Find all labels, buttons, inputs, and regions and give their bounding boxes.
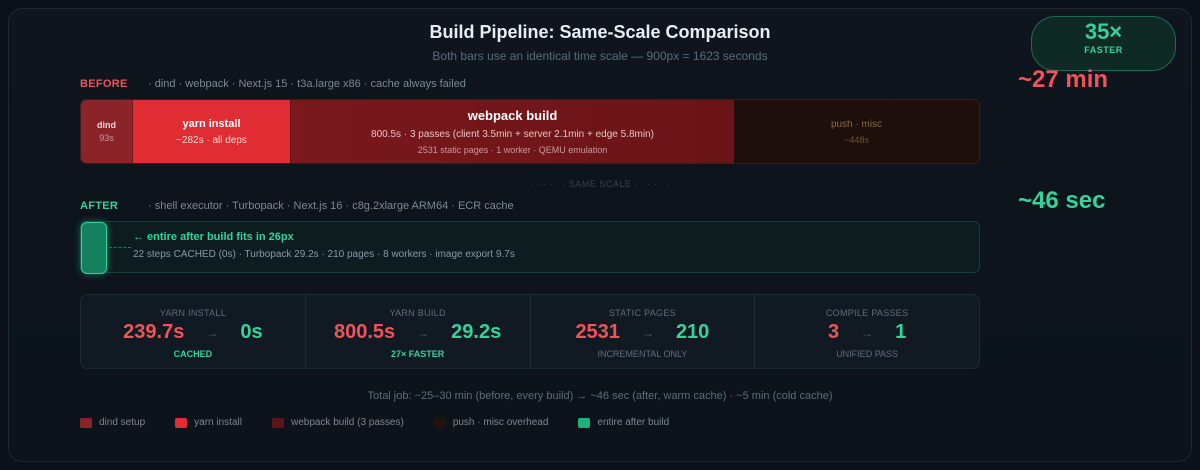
stat-after-value: 210 [675,321,710,343]
stat-after-value: 0s [240,321,263,343]
after-sub-annotation: 22 steps CACHED (0s) · Turbopack 29.2s ·… [133,249,515,260]
stat-static-pages: STATIC PAGES 2531 → 210 INCREMENTAL ONLY [531,295,756,368]
legend-label: yarn install [194,417,242,428]
segment-yarn-title: yarn install [182,117,241,130]
before-timeline-bar: dind 93s yarn install ~282s · all deps w… [80,99,980,164]
stat-note: UNIFIED PASS [836,349,899,359]
segment-webpack-sub: 2531 static pages · 1 worker · QEMU emul… [417,145,608,155]
legend-item-webpack: webpack build (3 passes) [271,417,404,428]
after-build-fill [81,222,107,274]
stat-note: CACHED [173,349,213,359]
arrow-right-icon: → [206,325,219,340]
stat-compile-passes: COMPILE PASSES 3 → 1 UNIFIED PASS [755,295,979,368]
legend-item-push: push · misc overhead [433,417,549,428]
arrow-right-icon: → [641,325,654,340]
after-timeline-bar: ← entire after build fits in 26px 22 ste… [80,221,980,274]
after-connector-line [109,247,131,248]
before-label: BEFORE [80,78,128,90]
after-main-annotation: ← entire after build fits in 26px [133,231,294,243]
arrow-right-icon: → [417,325,430,340]
legend-label: entire after build [597,417,670,428]
stat-label: YARN BUILD [389,308,446,318]
stat-label: YARN INSTALL [159,308,227,318]
legend-swatch [80,417,92,428]
stat-yarn-build: YARN BUILD 800.5s → 29.2s 27× FASTER [306,295,531,368]
legend-item-after: entire after build [578,417,669,428]
legend-swatch [433,417,446,428]
speedup-value: 35× [1084,19,1123,44]
before-description: · dind · webpack · Next.js 15 · t3a.larg… [148,78,466,90]
legend-swatch [175,417,188,428]
legend-swatch [271,417,284,428]
same-scale-divider: · · · · · · SAME SCALE · · · · · · [529,179,671,189]
before-total-time: ~27 min [1018,66,1109,93]
page-subtitle: Both bars use an identical time scale — … [432,49,768,63]
stat-note: INCREMENTAL ONLY [597,349,688,359]
segment-dind-time: 93s [99,133,114,143]
segment-yarn-detail: ~282s · all deps [176,134,247,146]
legend: dind setup yarn install webpack build (3… [80,417,699,428]
stats-panel: YARN INSTALL 239.7s → 0s CACHED YARN BUI… [80,294,980,369]
stat-note: 27× FASTER [390,349,445,359]
after-label: AFTER [80,200,119,212]
stat-after-value: 29.2s [451,321,502,343]
segment-dind: dind 93s [81,100,133,163]
after-total-time: ~46 sec [1018,187,1106,214]
segment-push-misc: push · misc ~448s [734,100,979,163]
segment-push-time: ~448s [844,134,869,145]
legend-label: dind setup [99,417,146,428]
segment-webpack-build: webpack build 800.5s · 3 passes (client … [290,100,734,163]
after-description: · shell executor · Turbopack · Next.js 1… [148,200,514,212]
stat-label: COMPILE PASSES [825,308,909,318]
stat-label: STATIC PAGES [608,308,676,318]
stat-before-value: 800.5s [334,321,396,343]
speedup-label: FASTER [1084,45,1123,55]
total-job-summary: Total job: ~25–30 min (before, every bui… [367,390,833,402]
segment-push-title: push · misc [830,118,883,130]
legend-label: push · misc overhead [452,417,549,428]
stat-before-value: 2531 [575,321,620,343]
arrow-right-icon: → [861,325,874,340]
stat-before-value: 239.7s [123,321,185,343]
stat-yarn-install: YARN INSTALL 239.7s → 0s CACHED [81,295,306,368]
segment-dind-title: dind [97,120,116,130]
segment-yarn-install: yarn install ~282s · all deps [133,100,290,163]
stat-before-value: 3 [828,321,840,343]
legend-swatch [578,417,591,428]
segment-webpack-title: webpack build [467,108,558,123]
segment-webpack-detail: 800.5s · 3 passes (client 3.5min + serve… [371,129,654,140]
speedup-badge: 35× FASTER [1031,16,1176,71]
legend-item-yarn: yarn install [175,417,242,428]
stat-after-value: 1 [895,321,907,343]
page-title: Build Pipeline: Same-Scale Comparison [429,22,771,42]
legend-item-dind: dind setup [80,417,145,428]
legend-label: webpack build (3 passes) [290,417,404,428]
